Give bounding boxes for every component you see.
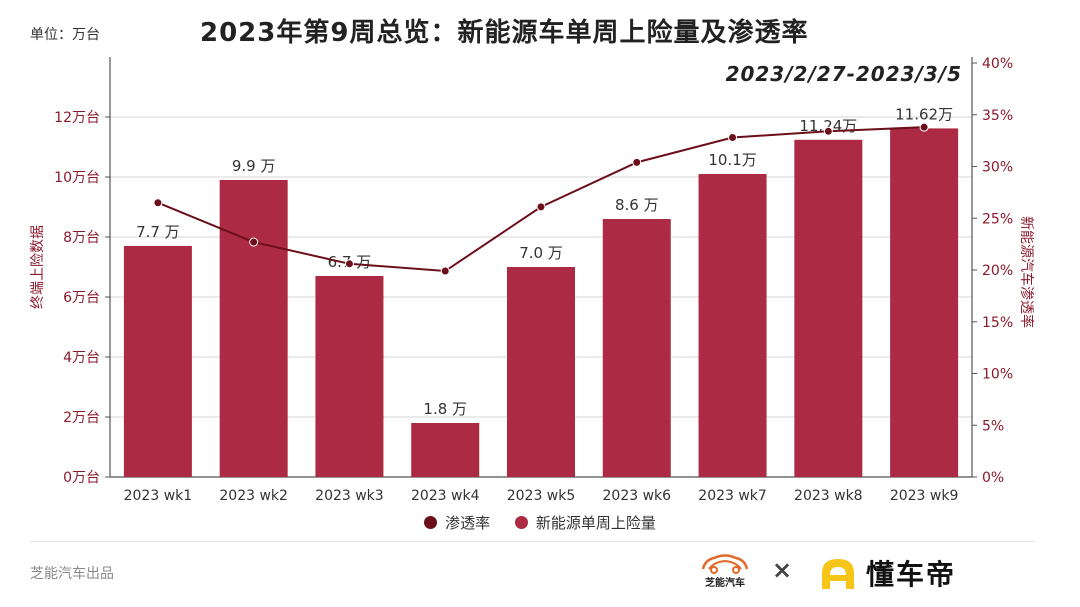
- chart-title: 2023年第9周总览：新能源车单周上险量及渗透率: [200, 18, 809, 48]
- x-tick-label: 2023 wk7: [698, 488, 767, 504]
- bar-data-label: 7.0 万: [519, 244, 563, 262]
- left-tick-label: 2万台: [63, 410, 100, 426]
- bar[interactable]: [315, 276, 384, 477]
- left-tick-label: 8万台: [63, 230, 100, 246]
- left-tick-label: 10万台: [54, 170, 100, 186]
- left-tick-label: 0万台: [63, 470, 100, 486]
- zhineng-logo-text: 芝能汽车: [705, 578, 745, 589]
- penetration-point[interactable]: [919, 122, 929, 132]
- right-tick-label: 25%: [982, 211, 1013, 227]
- penetration-point[interactable]: [536, 202, 546, 212]
- penetration-point[interactable]: [728, 133, 738, 143]
- bar-data-label: 1.8 万: [423, 400, 467, 418]
- penetration-point[interactable]: [249, 237, 259, 247]
- dongchedi-logo: 懂车帝: [818, 553, 956, 593]
- penetration-point[interactable]: [153, 198, 163, 208]
- right-tick-label: 15%: [982, 315, 1013, 331]
- bar-data-label: 8.6 万: [615, 196, 659, 214]
- x-tick-label: 2023 wk8: [794, 488, 863, 504]
- bar-data-label: 7.7 万: [136, 223, 180, 241]
- penetration-point[interactable]: [823, 126, 833, 136]
- zhineng-logo: 芝能汽车: [695, 552, 755, 589]
- right-tick-label: 35%: [982, 108, 1013, 124]
- dongchedi-name: 懂车帝: [866, 558, 957, 591]
- dongchedi-icon: [822, 559, 854, 589]
- right-tick-label: 0%: [982, 470, 1004, 486]
- left-tick-label: 4万台: [63, 350, 100, 366]
- footer-divider: [30, 541, 1035, 542]
- car-logo-icon: [701, 554, 749, 574]
- x-tick-label: 2023 wk9: [890, 488, 959, 504]
- bar-data-label: 9.9 万: [232, 157, 276, 175]
- collab-x: ×: [772, 556, 793, 584]
- unit-label: 单位：万台: [30, 27, 100, 43]
- right-tick-label: 30%: [982, 160, 1013, 176]
- left-tick-label: 6万台: [63, 290, 100, 306]
- right-tick-label: 20%: [982, 263, 1013, 279]
- right-axis-title: 新能源汽车渗透率: [1018, 216, 1035, 328]
- bar[interactable]: [219, 180, 288, 477]
- x-tick-label: 2023 wk3: [315, 488, 384, 504]
- legend-item-volume[interactable]: 新能源单周上险量: [514, 512, 656, 533]
- legend-swatch-penetration: [424, 516, 438, 529]
- right-tick-label: 5%: [982, 418, 1004, 434]
- bar-data-label: 11.62万: [895, 105, 953, 123]
- bar[interactable]: [602, 219, 671, 477]
- x-tick-label: 2023 wk1: [124, 488, 193, 504]
- penetration-point[interactable]: [344, 259, 354, 269]
- bar[interactable]: [794, 139, 863, 478]
- penetration-point[interactable]: [440, 266, 450, 276]
- bar[interactable]: [123, 246, 192, 477]
- right-tick-label: 10%: [982, 367, 1013, 383]
- right-tick-label: 40%: [982, 56, 1013, 72]
- legend: 渗透率 新能源单周上险量: [0, 512, 1080, 533]
- left-tick-label: 12万台: [54, 110, 100, 126]
- bar-data-label: 10.1万: [708, 151, 756, 169]
- x-tick-label: 2023 wk2: [219, 488, 288, 504]
- legend-label-volume: 新能源单周上险量: [535, 514, 656, 532]
- bar[interactable]: [507, 267, 575, 477]
- legend-swatch-volume: [514, 516, 528, 529]
- bar[interactable]: [890, 128, 959, 477]
- legend-label-penetration: 渗透率: [445, 514, 491, 532]
- bar[interactable]: [411, 423, 480, 477]
- source-credit: 芝能汽车出品: [30, 566, 114, 582]
- penetration-point[interactable]: [632, 157, 642, 167]
- x-tick-label: 2023 wk6: [603, 488, 672, 504]
- legend-item-penetration[interactable]: 渗透率: [424, 512, 490, 533]
- x-tick-label: 2023 wk4: [411, 488, 480, 504]
- left-axis-title: 终端上险数据: [30, 225, 46, 309]
- date-range: 2023/2/27-2023/3/5: [725, 62, 962, 86]
- bar[interactable]: [698, 174, 767, 477]
- x-tick-label: 2023 wk5: [507, 488, 576, 504]
